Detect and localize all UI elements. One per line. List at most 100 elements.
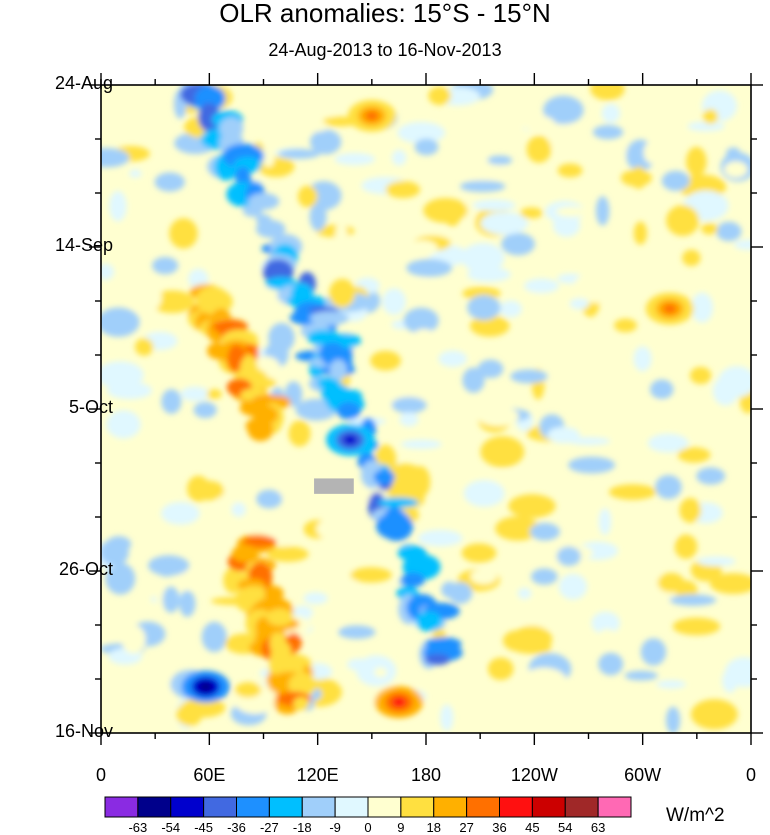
anomaly-cell	[573, 271, 619, 304]
anomaly-cell	[569, 298, 590, 310]
anomaly-cell	[411, 328, 437, 351]
anomaly-cell	[601, 103, 621, 124]
anomaly-cell	[633, 346, 652, 372]
colorbar-swatch	[466, 796, 500, 818]
anomaly-cell	[188, 268, 209, 289]
colorbar-label: -45	[194, 820, 214, 835]
colorbar-label: -18	[292, 820, 312, 835]
anomaly-cell	[343, 434, 358, 445]
anomaly-cell	[470, 568, 497, 585]
colorbar-swatch	[301, 796, 336, 818]
anomaly-cell	[669, 594, 717, 606]
anomaly-cell	[679, 497, 702, 523]
anomaly-cell	[672, 617, 721, 636]
anomaly-cell	[109, 190, 127, 222]
anomaly-cell	[539, 315, 587, 341]
anomaly-cell	[591, 611, 620, 635]
x-tick-label: 120E	[296, 765, 339, 785]
colorbar-label: -54	[161, 820, 181, 835]
anomaly-cell	[206, 389, 222, 400]
axis-ticks	[89, 73, 763, 745]
anomaly-cell	[235, 682, 262, 698]
anomaly-cell	[724, 161, 748, 178]
anomaly-cell	[247, 418, 274, 442]
anomaly-cell	[690, 699, 738, 730]
anomaly-cell	[526, 135, 552, 163]
anomaly-cell	[415, 611, 443, 632]
anomaly-cell	[556, 546, 581, 566]
anomaly-cell	[169, 218, 198, 249]
anomaly-cell	[461, 242, 505, 273]
anomaly-cell	[403, 307, 439, 334]
colorbar-swatch	[236, 796, 270, 818]
colorbar-swatch	[268, 796, 303, 818]
x-tick-label: 180	[410, 765, 442, 785]
colorbar-swatch	[564, 796, 599, 818]
anomaly-cell	[180, 386, 210, 402]
anomaly-cell	[531, 568, 558, 585]
anomaly-cell	[462, 367, 485, 393]
anomaly-cell	[261, 144, 276, 168]
anomaly-cell	[161, 501, 200, 525]
anomaly-cell	[391, 697, 406, 708]
anomaly-cell	[329, 359, 348, 381]
anomaly-cell	[428, 86, 452, 106]
anomaly-cell	[590, 85, 625, 101]
x-tick-label: 0	[745, 765, 756, 785]
anomaly-cell	[464, 400, 487, 418]
anomaly-cell	[443, 391, 458, 408]
colorbar-label: 36	[492, 820, 507, 835]
anomaly-cell	[186, 475, 210, 502]
y-tick-label: 16-Nov	[54, 721, 113, 741]
anomaly-cell	[517, 587, 532, 600]
anomaly-cell	[290, 282, 314, 307]
y-tick-label: 26-Oct	[58, 559, 113, 579]
chart-subtitle: 24-Aug-2013 to 16-Nov-2013	[268, 40, 502, 60]
anomaly-cell	[689, 366, 712, 385]
anomaly-cell	[686, 146, 707, 177]
anomaly-cell	[608, 484, 657, 500]
anomaly-cell	[480, 211, 529, 235]
colorbar-swatch	[137, 796, 172, 818]
anomaly-cell	[162, 586, 180, 613]
anomaly-cell	[302, 121, 329, 133]
anomaly-cell	[567, 437, 611, 446]
anomaly-cell	[101, 263, 114, 281]
colorbar-label: 54	[558, 820, 573, 835]
anomaly-cell	[242, 204, 263, 217]
anomaly-cell	[107, 381, 152, 400]
anomaly-cell	[467, 295, 501, 321]
anomaly-cell	[568, 456, 616, 474]
anomaly-cell	[106, 410, 141, 439]
anomaly-cell	[657, 572, 685, 593]
plot-frame	[100, 84, 752, 734]
anomaly-cell	[297, 185, 318, 208]
colorbar-label: 27	[459, 820, 474, 835]
anomaly-cell	[288, 672, 317, 698]
colorbar-label: -36	[227, 820, 246, 835]
anomaly-cell	[335, 222, 348, 250]
anomaly-cell	[309, 202, 327, 232]
anomaly-cell	[105, 562, 136, 595]
anomaly-cell	[598, 508, 612, 536]
anomaly-cell	[129, 169, 142, 178]
anomaly-cell	[179, 590, 196, 617]
anomaly-cell	[524, 115, 556, 133]
anomaly-cell	[455, 666, 482, 680]
anomaly-cell	[266, 608, 294, 626]
colorbar-label: 45	[525, 820, 540, 835]
anomaly-cell	[406, 259, 453, 277]
anomaly-cell	[397, 121, 446, 144]
anomaly-cell	[373, 469, 395, 485]
anomaly-cell	[508, 494, 556, 519]
anomaly-cell	[423, 197, 468, 223]
anomaly-cell	[643, 141, 659, 164]
anomaly-cell	[520, 667, 568, 696]
anomaly-field	[101, 85, 751, 733]
anomaly-cell	[215, 485, 252, 507]
anomaly-cell	[548, 121, 579, 154]
anomaly-cell	[161, 389, 182, 414]
anomaly-cell	[144, 319, 162, 334]
anomaly-cell	[555, 206, 588, 217]
anomaly-cell	[647, 433, 689, 453]
